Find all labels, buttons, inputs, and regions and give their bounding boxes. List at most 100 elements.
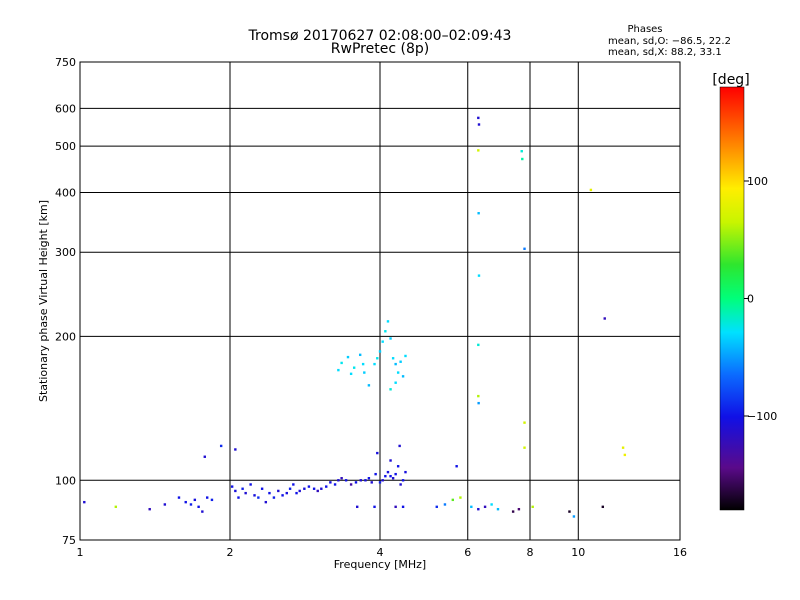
data-point (399, 360, 402, 363)
data-point (455, 465, 458, 468)
data-point (277, 489, 280, 493)
x-tick-label: 16 (673, 546, 687, 559)
data-point (257, 496, 260, 499)
colorbar-tick-label: 0 (747, 293, 754, 306)
x-axis-label: Frequency [MHz] (334, 558, 426, 571)
data-point (603, 317, 606, 320)
data-point (404, 354, 407, 358)
data-point (396, 465, 400, 468)
data-point (219, 444, 223, 448)
data-point (389, 474, 392, 478)
data-point (401, 479, 405, 482)
data-point (358, 353, 362, 357)
data-point (177, 496, 181, 499)
colorbar-tick-label: −100 (747, 410, 777, 423)
data-point (349, 483, 353, 486)
data-point (205, 496, 209, 499)
data-point (203, 455, 206, 458)
data-point (234, 448, 237, 451)
data-point (404, 470, 407, 474)
colorbar-tick-label: 100 (747, 175, 768, 188)
data-point (531, 505, 534, 509)
data-point (391, 357, 395, 360)
data-point (337, 368, 340, 372)
data-point (520, 150, 523, 153)
data-point (337, 479, 340, 482)
x-tick-label: 4 (377, 546, 384, 559)
y-tick-label: 75 (62, 534, 76, 547)
data-point (394, 472, 397, 476)
y-tick-label: 500 (55, 140, 76, 153)
data-point (459, 496, 462, 499)
data-point (601, 505, 605, 509)
chart-title: Tromsø 20170627 02:08:00–02:09:43 (248, 28, 512, 44)
data-point (389, 459, 392, 462)
y-tick-label: 600 (55, 102, 76, 115)
data-point (292, 483, 295, 486)
data-point (477, 507, 480, 511)
data-point (340, 477, 343, 480)
data-point (394, 362, 397, 366)
data-point (364, 479, 367, 482)
y-tick-label: 200 (55, 330, 76, 343)
data-point (517, 507, 521, 511)
data-point (384, 474, 387, 478)
data-point (320, 487, 323, 490)
data-points (83, 116, 627, 518)
data-point (184, 500, 187, 504)
data-point (378, 350, 382, 353)
plot-frame (79, 61, 681, 541)
data-point (210, 498, 214, 502)
data-point (114, 505, 118, 509)
data-point (477, 116, 480, 120)
data-point (496, 507, 500, 511)
data-point (477, 343, 480, 347)
data-point (386, 320, 390, 323)
data-point (316, 489, 319, 493)
data-point (288, 487, 292, 490)
data-point (490, 503, 493, 506)
data-point (394, 505, 397, 509)
data-point (381, 479, 384, 482)
data-point (389, 388, 392, 391)
data-point (193, 498, 197, 502)
data-point (260, 487, 264, 490)
data-point (285, 491, 288, 495)
data-point (376, 451, 379, 455)
data-point (523, 446, 526, 449)
data-point (281, 494, 284, 497)
data-point (148, 507, 151, 511)
data-point (329, 481, 332, 484)
data-point (386, 470, 390, 474)
data-point (230, 485, 234, 488)
chart-subtitle: RwPretec (8p) (331, 41, 429, 57)
x-tick-label: 6 (464, 546, 471, 559)
data-point (264, 500, 268, 504)
colorbar-ticks: 100 0 −100 (744, 175, 777, 423)
data-point (568, 510, 571, 513)
data-point (359, 479, 362, 482)
data-point (295, 491, 298, 495)
y-axis-label: Stationary phase Virtual Height [km] (37, 200, 50, 402)
data-point (189, 503, 193, 506)
y-tick-label: 400 (55, 186, 76, 199)
data-point (312, 487, 316, 490)
data-point (241, 487, 244, 490)
data-point (477, 212, 480, 215)
y-axis-ticks: 75 100 200 300 400 500 600 750 (55, 56, 76, 547)
data-point (401, 505, 405, 509)
data-point (470, 505, 473, 509)
data-point (394, 381, 397, 384)
data-point (298, 489, 301, 493)
data-point (384, 330, 387, 333)
data-point (325, 485, 328, 488)
data-point (398, 444, 401, 448)
data-point (451, 498, 455, 502)
x-tick-label: 10 (571, 546, 585, 559)
grid-lines (80, 62, 680, 540)
data-point (374, 472, 377, 476)
data-point (344, 479, 348, 482)
data-point (237, 496, 240, 499)
data-point (346, 355, 350, 359)
